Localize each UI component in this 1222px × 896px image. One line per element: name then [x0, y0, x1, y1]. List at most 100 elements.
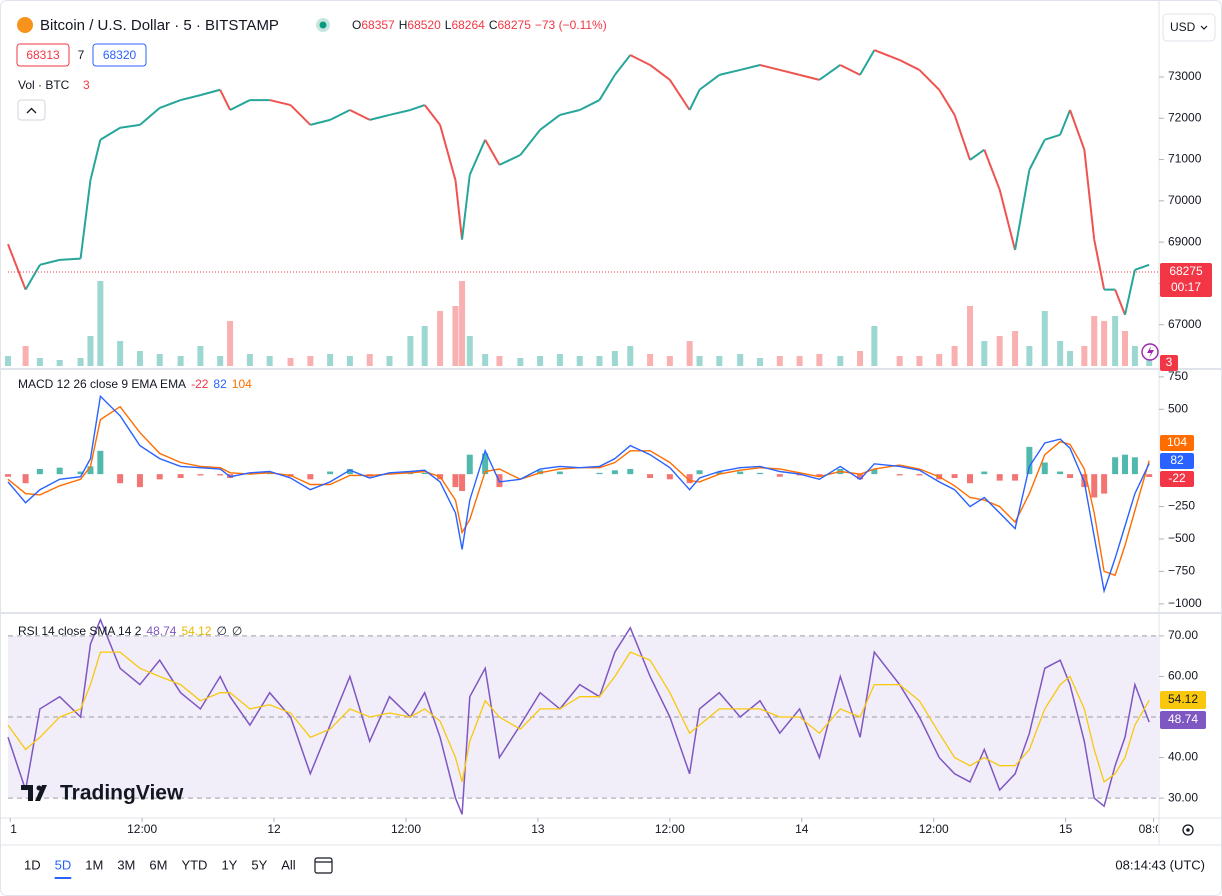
- volume-bar: [1081, 346, 1088, 366]
- volume-bar: [1026, 346, 1033, 366]
- range-button[interactable]: 6M: [149, 857, 167, 872]
- price-segment: [579, 99, 600, 111]
- y-tick-label: 72000: [1168, 110, 1202, 124]
- macd-value-tag-label: 82: [1170, 453, 1184, 467]
- ohlc-label: L: [445, 18, 452, 32]
- volume-bar: [966, 306, 973, 366]
- range-button[interactable]: All: [281, 857, 296, 872]
- macd-histogram-bar: [1146, 474, 1153, 477]
- volume-bar: [327, 354, 334, 366]
- macd-legend: MACD 12 26 close 9 EMA EMA -22 82 104: [18, 377, 252, 391]
- price-segment: [1093, 239, 1106, 290]
- macd-histogram-bar: [776, 474, 783, 477]
- volume-bar: [452, 306, 459, 366]
- price-segment: [1114, 289, 1126, 316]
- price-segment: [859, 49, 876, 76]
- y-tick-label: −500: [1168, 531, 1195, 545]
- rsi-sma-line: [7, 651, 1150, 783]
- y-tick-label: 750: [1168, 369, 1188, 383]
- macd-histogram-bar: [87, 466, 94, 475]
- volume-bar: [1122, 331, 1129, 366]
- volume-bar: [716, 356, 723, 366]
- price-segment: [938, 89, 956, 116]
- y-tick-label: −750: [1168, 564, 1195, 578]
- volume-bar: [117, 341, 124, 366]
- price-segment: [1124, 269, 1136, 316]
- sell-button[interactable]: [16, 43, 70, 67]
- range-button[interactable]: 1M: [85, 857, 103, 872]
- range-button[interactable]: 1D: [24, 857, 41, 872]
- ohlc-legend: O68357 H68520 L68264 C68275 −73 (−0.11%): [352, 18, 607, 32]
- x-tick-label: 12:00: [127, 822, 157, 836]
- macd-legend-value: 82: [213, 377, 227, 391]
- macd-histogram-bar: [611, 470, 618, 475]
- volume-bar: [1041, 311, 1048, 366]
- price-segment: [519, 129, 541, 156]
- settings-icon[interactable]: [1182, 824, 1194, 836]
- volume-bar: [1091, 316, 1098, 366]
- range-button[interactable]: YTD: [181, 857, 207, 872]
- price-segment: [423, 104, 441, 126]
- x-tick-label: 08:00: [1139, 822, 1169, 836]
- ohlc-label: O: [352, 18, 361, 32]
- volume-bar: [307, 356, 314, 366]
- price-segment: [1059, 109, 1071, 136]
- collapse-button[interactable]: [17, 99, 46, 121]
- price-segment: [688, 89, 701, 111]
- rsi-value-tag-label: 54.12: [1168, 692, 1198, 706]
- price-segment: [159, 99, 181, 109]
- volume-bar: [537, 356, 544, 366]
- y-tick-label: 70.00: [1168, 628, 1198, 642]
- price-segment: [1083, 149, 1096, 240]
- volume-bar: [936, 354, 943, 366]
- x-tick-label: 14: [795, 822, 809, 836]
- currency: USD: [1170, 20, 1196, 34]
- macd-histogram-bar: [871, 468, 878, 475]
- x-tick-label: 12:00: [919, 822, 949, 836]
- volume-bar: [227, 321, 234, 366]
- y-tick-label: 70000: [1168, 193, 1202, 207]
- symbol-title[interactable]: Bitcoin / U.S. Dollar · 5 · BITSTAMP: [40, 17, 279, 34]
- coin-icon: [17, 17, 33, 33]
- macd-histogram-bar: [1112, 457, 1119, 475]
- macd-histogram-bar: [177, 474, 184, 479]
- x-tick-label: 15: [1059, 822, 1073, 836]
- y-tick-label: 67000: [1168, 317, 1202, 331]
- price-segment: [598, 74, 616, 101]
- volume-bar: [627, 346, 634, 366]
- macd-histogram-bar: [816, 474, 823, 477]
- buy-button[interactable]: [92, 43, 147, 67]
- range-button[interactable]: 5D: [55, 857, 72, 872]
- price-segment: [669, 79, 691, 111]
- price-segment: [289, 104, 312, 126]
- macd-value-tag: [1160, 471, 1194, 487]
- x-tick-label: 13: [531, 822, 545, 836]
- clock: 08:14:43 (UTC): [1115, 857, 1205, 872]
- volume-bar: [1112, 316, 1119, 366]
- price-segment: [119, 123, 141, 129]
- rsi-legend: RSI 14 close SMA 14 2 48.74 54.12 ∅ ∅: [18, 624, 242, 638]
- settings-icon-center: [1186, 828, 1190, 832]
- volume-legend-value: 3: [83, 78, 90, 92]
- price-segment: [89, 139, 102, 181]
- volume-bar: [1067, 351, 1074, 366]
- macd-histogram-bar: [327, 471, 334, 475]
- rsi-value-tag: [1160, 691, 1206, 709]
- volume-bar: [647, 354, 654, 366]
- price-segment: [998, 189, 1017, 251]
- macd-histogram-bar: [36, 468, 43, 475]
- macd-histogram-bar: [1091, 474, 1098, 498]
- range-button[interactable]: 5Y: [251, 857, 267, 872]
- range-button[interactable]: 3M: [117, 857, 135, 872]
- macd-histogram-bar: [916, 474, 923, 476]
- macd-plot: [5, 394, 1153, 594]
- range-button[interactable]: 1Y: [221, 857, 237, 872]
- date-range-icon[interactable]: [314, 857, 333, 874]
- y-tick-label: 71000: [1168, 152, 1202, 166]
- volume-bar: [1101, 321, 1108, 366]
- volume-bar: [217, 356, 224, 366]
- x-tick-label: 12:00: [655, 822, 685, 836]
- currency-button[interactable]: [1162, 13, 1216, 42]
- macd-value-tag-label: 104: [1167, 435, 1187, 449]
